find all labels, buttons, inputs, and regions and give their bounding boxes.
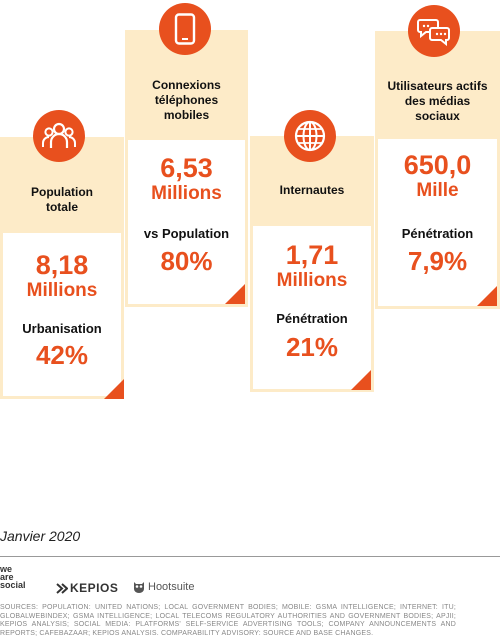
- mobile-phone-icon: [159, 3, 211, 55]
- mobile-label-line-2: téléphones: [154, 93, 219, 107]
- internet-penetration-label: Pénétration: [276, 311, 348, 326]
- social-label: Utilisateurs actifs des médias sociaux: [375, 79, 500, 124]
- internet-corner-triangle: [351, 370, 371, 390]
- social-card-body: [375, 139, 500, 309]
- mobile-label-line-1: Connexions: [152, 78, 221, 92]
- social-label-line-3: sociaux: [415, 109, 460, 123]
- vs-population-value: 80%: [160, 246, 213, 276]
- internet-value-unit: Millions: [276, 270, 348, 291]
- social-corner-triangle: [477, 286, 497, 306]
- population-label-line-1: Population: [31, 185, 93, 199]
- social-label-line-1: Utilisateurs actifs: [387, 79, 488, 93]
- mobile-corner-triangle: [225, 284, 245, 304]
- hootsuite-logo-text: Hootsuite: [148, 580, 195, 593]
- internet-label: Internautes: [250, 183, 374, 198]
- we-are-social-logo: we are social: [0, 564, 26, 590]
- mobile-label: Connexions téléphones mobiles: [125, 78, 248, 123]
- people-icon: [33, 110, 85, 162]
- mobile-label-line-3: mobiles: [163, 108, 210, 122]
- population-value: 8,18 Millions: [0, 250, 124, 301]
- population-label-line-2: totale: [45, 200, 78, 214]
- sources-footnote: SOURCES: POPULATION: UNITED NATIONS; LOC…: [0, 604, 456, 637]
- internet-label-line-1: Internautes: [279, 183, 345, 197]
- owl-icon: [134, 582, 144, 593]
- urbanisation-label: Urbanisation: [22, 321, 102, 336]
- population-value-unit: Millions: [26, 280, 98, 301]
- we-are-social-logo-line-1: we: [0, 564, 13, 574]
- mobile-value-unit: Millions: [151, 183, 222, 204]
- social-value-number: 650,0: [403, 150, 472, 180]
- internet-value: 1,71 Millions: [250, 240, 374, 291]
- kepios-mark-icon: [56, 582, 68, 594]
- globe-icon: [284, 110, 336, 162]
- we-are-social-logo-line-2: are: [0, 572, 14, 582]
- population-label: Population totale: [0, 185, 124, 215]
- population-corner-triangle: [104, 379, 124, 399]
- urbanisation-value: 42%: [35, 340, 89, 370]
- social-value-unit: Mille: [416, 180, 459, 201]
- social-penetration-value: 7,9%: [407, 246, 468, 276]
- social-penetration-label: Pénétration: [401, 226, 474, 241]
- footer-divider: [0, 556, 500, 557]
- kepios-logo: KEPIOS: [56, 581, 118, 595]
- social-label-line-2: des médias: [404, 94, 471, 108]
- mobile-value-number: 6,53: [160, 153, 213, 183]
- we-are-social-logo-line-3: social: [0, 580, 26, 590]
- mobile-value: 6,53 Millions: [125, 153, 248, 204]
- population-card-body: [0, 233, 124, 399]
- kepios-logo-text: KEPIOS: [70, 581, 119, 595]
- internet-penetration-value: 21%: [285, 332, 339, 362]
- internet-card-body: [250, 226, 374, 392]
- internet-value-number: 1,71: [285, 240, 339, 270]
- mobile-card-body: [125, 140, 248, 307]
- hootsuite-logo: Hootsuite: [133, 580, 194, 593]
- social-value: 650,0 Mille: [375, 150, 500, 201]
- report-date: Janvier 2020: [0, 528, 81, 544]
- vs-population-label: vs Population: [143, 226, 230, 241]
- chat-bubbles-icon: [408, 5, 460, 57]
- population-value-number: 8,18: [35, 250, 89, 280]
